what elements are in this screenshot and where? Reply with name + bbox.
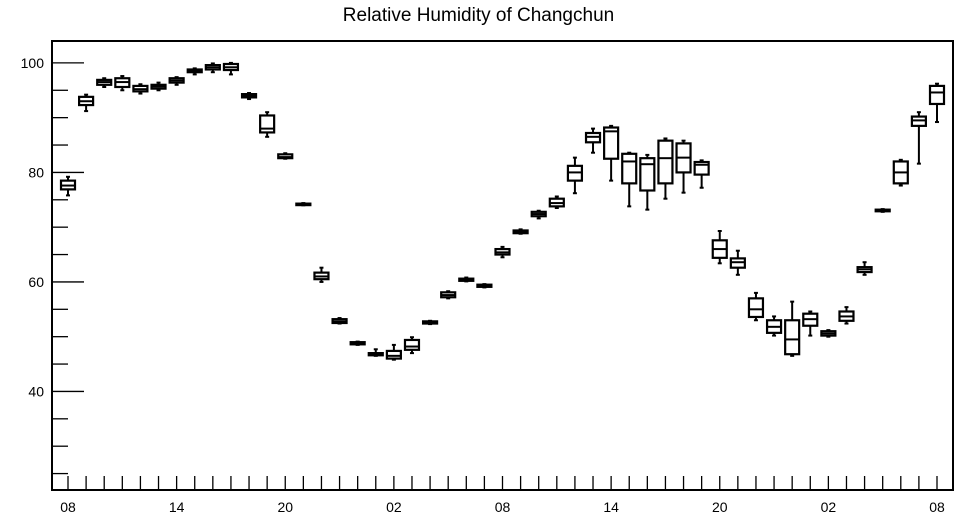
box-plot-9 xyxy=(222,61,240,76)
box-plot-0 xyxy=(59,175,77,197)
box-plot-28 xyxy=(566,156,584,195)
box-plot-37 xyxy=(729,249,746,276)
box-plot-32 xyxy=(639,153,656,211)
box-plot-1 xyxy=(78,93,95,113)
box-plot-4 xyxy=(132,83,149,95)
y-tick-label: 40 xyxy=(28,383,44,399)
box-plot-8 xyxy=(204,62,221,74)
box-plot-15 xyxy=(331,317,348,325)
x-tick-label: 14 xyxy=(169,499,185,515)
box-plot-40 xyxy=(784,300,801,357)
box-plot-38 xyxy=(747,291,765,322)
box-plot-34 xyxy=(675,139,692,194)
y-tick-label: 60 xyxy=(28,274,44,290)
chart-title: Relative Humidity of Changchun xyxy=(342,5,615,26)
x-tick-label: 08 xyxy=(929,499,945,515)
iqr-box xyxy=(259,114,276,134)
box-plot-5 xyxy=(150,81,167,92)
box-plot-27 xyxy=(548,195,565,210)
box-plot-45 xyxy=(874,208,891,213)
box-plot-23 xyxy=(476,283,493,289)
box-plot-12 xyxy=(277,152,294,160)
box-plot-22 xyxy=(458,276,475,283)
box-plot-21 xyxy=(440,290,457,300)
x-tick-label: 02 xyxy=(386,499,402,515)
y-tick-label: 80 xyxy=(28,164,44,180)
box-plot-26 xyxy=(530,209,547,220)
box-plot-13 xyxy=(295,202,312,207)
box-plot-33 xyxy=(657,137,674,200)
iqr-box xyxy=(403,338,421,351)
box-plot-48 xyxy=(928,82,946,124)
x-tick-label: 08 xyxy=(60,499,76,515)
y-tick-label: 100 xyxy=(21,55,45,71)
box-plot-25 xyxy=(512,228,529,235)
box-plot-19 xyxy=(403,336,421,355)
iqr-box xyxy=(657,139,674,185)
iqr-box xyxy=(639,157,656,192)
box-plot-16 xyxy=(349,340,366,346)
box-plot-47 xyxy=(910,111,927,165)
iqr-box xyxy=(603,126,620,160)
iqr-box xyxy=(747,297,765,319)
box-plot-14 xyxy=(313,266,330,283)
box-plot-6 xyxy=(168,76,185,86)
box-plot-31 xyxy=(621,151,638,208)
box-plot-39 xyxy=(765,315,783,337)
box-plot-20 xyxy=(421,319,439,326)
box-plot-30 xyxy=(603,124,620,182)
box-plot-35 xyxy=(693,159,710,189)
box-plot-17 xyxy=(367,348,384,357)
box-plot-2 xyxy=(96,77,113,88)
x-tick-label: 02 xyxy=(821,499,837,515)
x-tick-label: 14 xyxy=(603,499,619,515)
iqr-box xyxy=(385,349,402,360)
iqr-box xyxy=(784,319,801,356)
box-plot-3 xyxy=(114,75,131,92)
box-plot-10 xyxy=(240,92,258,101)
box-plot-11 xyxy=(259,111,276,138)
x-tick-label: 08 xyxy=(495,499,511,515)
iqr-box xyxy=(621,152,638,185)
box-plot-29 xyxy=(584,127,602,154)
box-plot-36 xyxy=(711,230,728,265)
x-tick-label: 20 xyxy=(277,499,293,515)
box-plot-43 xyxy=(838,306,855,325)
box-plot-24 xyxy=(494,245,511,259)
iqr-box xyxy=(928,84,946,106)
box-plot-41 xyxy=(802,310,819,337)
box-plot-18 xyxy=(385,343,402,361)
box-plot-46 xyxy=(892,158,909,187)
x-tick-label: 20 xyxy=(712,499,728,515)
box-plot-42 xyxy=(820,329,837,338)
plot-frame xyxy=(51,40,954,491)
box-plot-44 xyxy=(856,261,873,276)
box-plot-7 xyxy=(186,67,203,76)
